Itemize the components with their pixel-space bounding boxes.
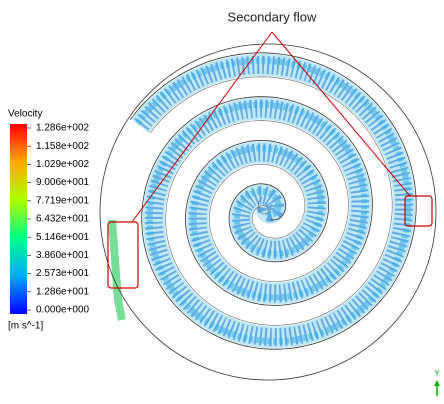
tick-label: 5.146e+001 <box>36 232 90 243</box>
tick-label: 0.000e+000 <box>36 305 90 316</box>
tick-label: 1.286e+001 <box>36 286 90 297</box>
legend-title: Velocity <box>8 109 42 120</box>
tick-label: 9.006e+001 <box>36 177 90 188</box>
annotation: Secondary flow <box>228 9 317 24</box>
tick-label: 1.286e+002 <box>36 123 90 134</box>
tick-label: 1.158e+002 <box>36 141 90 152</box>
colorbar-ticks: 1.286e+002 1.158e+002 1.029e+002 9.006e+001… <box>27 123 90 316</box>
tick-label: 1.029e+002 <box>36 159 90 170</box>
tick-label: 3.860e+001 <box>36 250 90 261</box>
cfd-figure: Secondary flow Velocity 1.286e+002 1.158e… <box>0 0 444 404</box>
tick-label: 6.432e+001 <box>36 214 90 225</box>
tick-label: 7.719e+001 <box>36 195 90 206</box>
legend-unit: [m s^-1] <box>8 321 43 332</box>
axis-triad-arrow <box>434 380 440 386</box>
velocity-field <box>112 53 416 349</box>
outlet-jet <box>112 220 122 320</box>
colorbar <box>10 124 27 314</box>
figure: Secondary flow Velocity 1.286e+002 1.158e… <box>0 0 444 404</box>
tick-label: 2.573e+001 <box>36 268 90 279</box>
axis-label: Y <box>434 369 440 378</box>
